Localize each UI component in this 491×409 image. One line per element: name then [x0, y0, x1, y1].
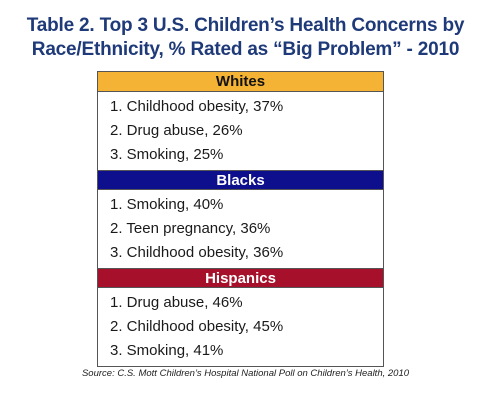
title-line-1: Table 2. Top 3 U.S. Children’s Health Co…: [26, 15, 465, 36]
group-body-blacks: 1. Smoking, 40% 2. Teen pregnancy, 36% 3…: [98, 190, 383, 268]
list-item: 2. Teen pregnancy, 36%: [110, 220, 271, 237]
source-note: Source: C.S. Mott Children’s Hospital Na…: [81, 368, 410, 379]
list-item: 2. Drug abuse, 26%: [110, 122, 243, 139]
list-item: 3. Smoking, 25%: [110, 146, 224, 163]
health-concerns-table: Whites 1. Childhood obesity, 37% 2. Drug…: [97, 71, 384, 367]
group-header-blacks: Blacks: [98, 170, 383, 190]
list-item: 1. Drug abuse, 46%: [110, 294, 243, 311]
list-item: 2. Childhood obesity, 45%: [110, 318, 284, 335]
list-item: 3. Childhood obesity, 36%: [110, 244, 284, 261]
group-header-hispanics: Hispanics: [98, 268, 383, 288]
page-title: Table 2. Top 3 U.S. Children’s Health Co…: [0, 14, 491, 62]
group-body-whites: 1. Childhood obesity, 37% 2. Drug abuse,…: [98, 92, 383, 170]
list-item: 1. Smoking, 40%: [110, 196, 224, 213]
list-item: 3. Smoking, 41%: [110, 342, 224, 359]
group-body-hispanics: 1. Drug abuse, 46% 2. Childhood obesity,…: [98, 288, 383, 366]
title-line-2: Race/Ethnicity, % Rated as “Big Problem”…: [31, 39, 460, 60]
group-header-whites: Whites: [98, 72, 383, 92]
list-item: 1. Childhood obesity, 37%: [110, 98, 284, 115]
